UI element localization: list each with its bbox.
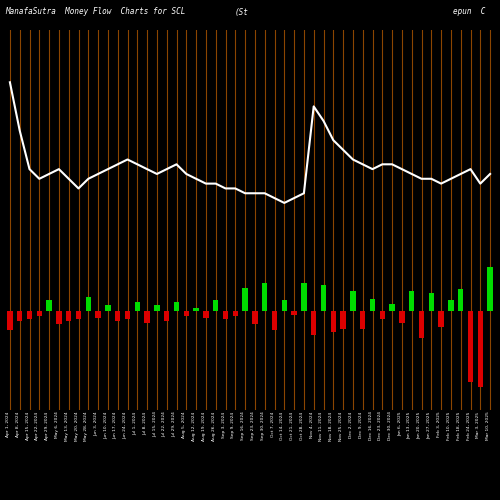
Bar: [468, 312, 473, 382]
Bar: [232, 312, 238, 316]
Bar: [340, 312, 346, 329]
Bar: [390, 304, 395, 312]
Bar: [370, 299, 375, 312]
Bar: [409, 291, 414, 312]
Text: epun  C: epun C: [452, 8, 485, 16]
Bar: [134, 302, 140, 312]
Bar: [301, 283, 306, 312]
Bar: [330, 312, 336, 332]
Bar: [96, 312, 101, 318]
Text: ManafaSutra  Money Flow  Charts for SCL: ManafaSutra Money Flow Charts for SCL: [5, 8, 186, 16]
Bar: [164, 312, 170, 321]
Bar: [76, 312, 81, 320]
Bar: [438, 312, 444, 327]
Bar: [27, 312, 32, 320]
Bar: [115, 312, 120, 321]
Bar: [282, 300, 287, 312]
Bar: [350, 291, 356, 312]
Bar: [86, 298, 91, 312]
Bar: [154, 305, 160, 312]
Bar: [36, 312, 42, 316]
Bar: [194, 308, 199, 312]
Bar: [380, 312, 385, 320]
Bar: [56, 312, 62, 324]
Bar: [7, 312, 12, 330]
Bar: [321, 284, 326, 312]
Bar: [144, 312, 150, 322]
Bar: [66, 312, 71, 321]
Bar: [311, 312, 316, 335]
Bar: [252, 312, 258, 324]
Bar: [458, 290, 464, 312]
Bar: [223, 312, 228, 320]
Bar: [262, 283, 268, 312]
Bar: [242, 288, 248, 312]
Bar: [184, 312, 189, 316]
Bar: [292, 312, 297, 314]
Bar: [174, 302, 179, 312]
Bar: [448, 300, 454, 312]
Bar: [399, 312, 404, 322]
Bar: [125, 312, 130, 320]
Bar: [272, 312, 277, 330]
Bar: [105, 305, 110, 312]
Bar: [46, 300, 52, 312]
Bar: [428, 292, 434, 312]
Text: (St: (St: [235, 8, 249, 16]
Bar: [478, 312, 483, 387]
Bar: [17, 312, 22, 321]
Bar: [488, 268, 493, 312]
Bar: [360, 312, 366, 329]
Bar: [419, 312, 424, 338]
Bar: [213, 300, 218, 312]
Bar: [203, 312, 208, 318]
